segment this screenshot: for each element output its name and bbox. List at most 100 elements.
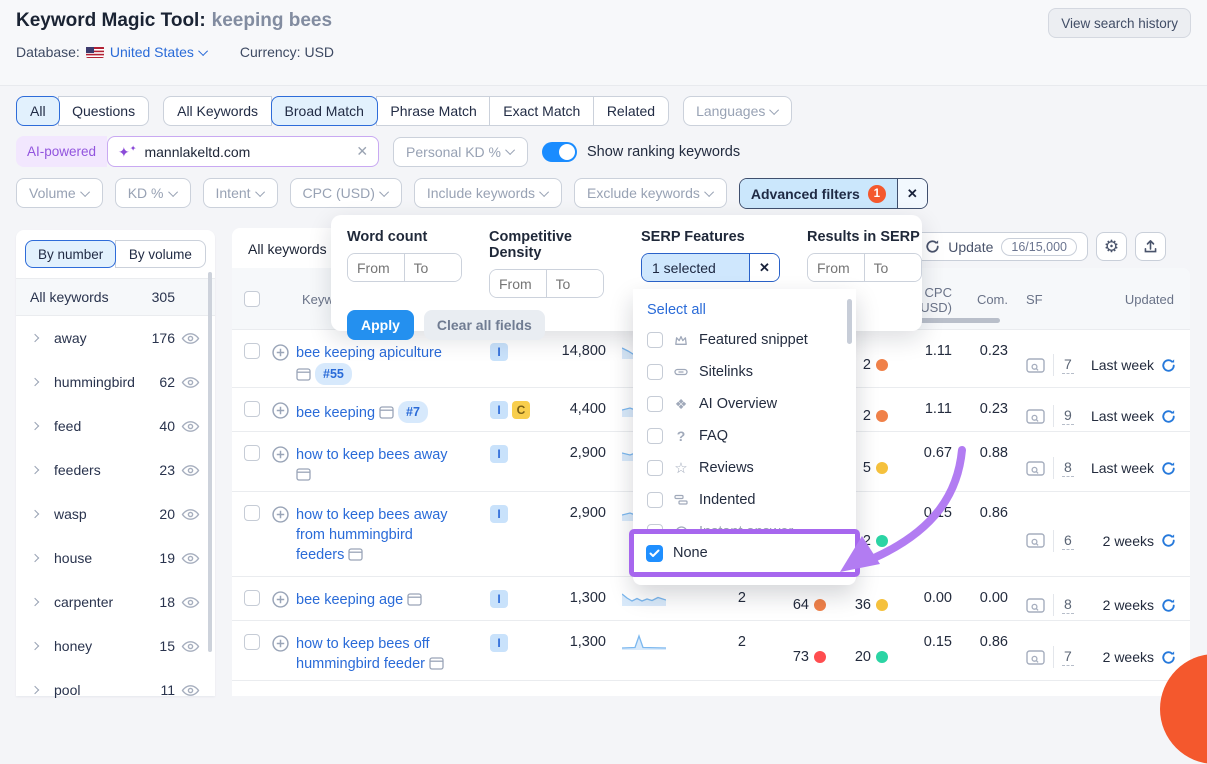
kd-filter[interactable]: KD % (115, 178, 191, 208)
sf-count[interactable]: 6 (1062, 532, 1074, 550)
group-item-feeders[interactable]: feeders23 (16, 448, 215, 492)
serp-preview-icon[interactable] (1026, 409, 1045, 424)
serp-feature-option[interactable]: Sitelinks (633, 356, 856, 388)
keyword-link[interactable]: how to keep bees off hummingbird feeder (296, 636, 430, 672)
serp-feature-option[interactable]: Featured snippet (633, 324, 856, 356)
eye-icon[interactable] (181, 552, 200, 565)
row-checkbox[interactable] (244, 505, 260, 521)
keyword-link[interactable]: bee keeping apiculture (296, 345, 442, 361)
advanced-filters-button[interactable]: Advanced filters 1 (740, 179, 897, 208)
select-all-checkbox[interactable] (244, 291, 260, 307)
tab-questions[interactable]: Questions (58, 96, 149, 126)
sf-count[interactable]: 7 (1062, 648, 1074, 666)
add-keyword-icon[interactable] (272, 506, 289, 523)
table-tab-all-keywords[interactable]: All keywords (232, 228, 344, 269)
sort-by-volume-tab[interactable]: By volume (115, 240, 206, 268)
serp-feature-option[interactable]: Indented (633, 484, 856, 516)
option-checkbox[interactable] (647, 396, 663, 412)
serp-snapshot-icon[interactable] (429, 657, 444, 670)
dropdown-scrollbar[interactable] (847, 299, 852, 344)
volume-filter[interactable]: Volume (16, 178, 103, 208)
refresh-icon[interactable] (1161, 409, 1176, 424)
group-item-hummingbird[interactable]: hummingbird62 (16, 360, 215, 404)
cd-to-input[interactable] (547, 270, 604, 297)
clear-all-fields-button[interactable]: Clear all fields (424, 310, 545, 340)
none-option-highlighted[interactable]: None (629, 529, 860, 577)
word-count-from-input[interactable] (348, 254, 405, 281)
serp-snapshot-icon[interactable] (296, 368, 311, 381)
group-item-away[interactable]: away176 (16, 316, 215, 360)
select-all-link[interactable]: Select all (633, 295, 856, 324)
refresh-icon[interactable] (1161, 461, 1176, 476)
row-checkbox[interactable] (244, 590, 260, 606)
option-checkbox[interactable] (647, 492, 663, 508)
row-checkbox[interactable] (244, 634, 260, 650)
tab-broad-match[interactable]: Broad Match (271, 96, 378, 126)
group-item-honey[interactable]: honey15 (16, 624, 215, 668)
add-keyword-icon[interactable] (272, 446, 289, 463)
personal-kd-dropdown[interactable]: Personal KD % (393, 137, 528, 167)
add-keyword-icon[interactable] (272, 635, 289, 652)
eye-icon[interactable] (181, 332, 200, 345)
serp-snapshot-icon[interactable] (348, 548, 363, 561)
update-button[interactable]: Update 16/15,000 (914, 232, 1088, 261)
serp-snapshot-icon[interactable] (379, 406, 394, 419)
option-checkbox[interactable] (647, 364, 663, 380)
eye-icon[interactable] (181, 420, 200, 433)
cpc-filter[interactable]: CPC (USD) (290, 178, 402, 208)
eye-icon[interactable] (181, 596, 200, 609)
eye-icon[interactable] (181, 508, 200, 521)
serp-preview-icon[interactable] (1026, 533, 1045, 548)
sf-count[interactable]: 8 (1062, 596, 1074, 614)
domain-input[interactable] (144, 144, 348, 160)
serp-features-select[interactable]: 1 selected ✕ (641, 253, 780, 282)
results-to-input[interactable] (865, 254, 922, 281)
all-keywords-group[interactable]: All keywords305 (16, 278, 215, 316)
clear-advanced-filters-icon[interactable]: ✕ (897, 179, 927, 208)
results-from-input[interactable] (808, 254, 865, 281)
col-com[interactable]: Com. (952, 290, 1008, 307)
keyword-link[interactable]: how to keep bees away (296, 447, 448, 463)
include-keywords-filter[interactable]: Include keywords (414, 178, 562, 208)
refresh-icon[interactable] (1161, 650, 1176, 665)
group-item-pool[interactable]: pool11 (16, 668, 215, 712)
keyword-link[interactable]: bee keeping age (296, 592, 403, 608)
exclude-keywords-filter[interactable]: Exclude keywords (574, 178, 727, 208)
option-checkbox[interactable] (647, 428, 663, 444)
group-item-carpenter[interactable]: carpenter18 (16, 580, 215, 624)
serp-preview-icon[interactable] (1026, 650, 1045, 665)
serp-snapshot-icon[interactable] (296, 468, 311, 481)
sidebar-scrollbar[interactable] (208, 272, 212, 652)
word-count-to-input[interactable] (405, 254, 462, 281)
row-checkbox[interactable] (244, 343, 260, 359)
col-updated[interactable]: Updated (1078, 290, 1188, 307)
tab-all[interactable]: All (16, 96, 60, 126)
sf-count[interactable]: 7 (1062, 356, 1074, 374)
eye-icon[interactable] (181, 640, 200, 653)
export-button[interactable] (1135, 232, 1166, 261)
serp-feature-option[interactable]: ☆Reviews (633, 452, 856, 484)
cd-from-input[interactable] (490, 270, 547, 297)
refresh-icon[interactable] (1161, 598, 1176, 613)
clear-serp-features-icon[interactable]: ✕ (749, 254, 779, 281)
sf-count[interactable]: 9 (1062, 407, 1074, 425)
option-checkbox[interactable] (647, 460, 663, 476)
serp-feature-option[interactable]: ❖AI Overview (633, 388, 856, 420)
serp-feature-option[interactable]: ?FAQ (633, 420, 856, 452)
col-sf[interactable]: SF (1008, 290, 1078, 307)
serp-preview-icon[interactable] (1026, 358, 1045, 373)
option-checkbox[interactable] (647, 332, 663, 348)
group-item-house[interactable]: house19 (16, 536, 215, 580)
sort-by-number-tab[interactable]: By number (25, 240, 116, 268)
tab-phrase-match[interactable]: Phrase Match (376, 96, 490, 126)
tab-exact-match[interactable]: Exact Match (489, 96, 594, 126)
add-keyword-icon[interactable] (272, 402, 289, 419)
add-keyword-icon[interactable] (272, 344, 289, 361)
none-checkbox-checked[interactable] (646, 545, 663, 562)
view-search-history-button[interactable]: View search history (1048, 8, 1191, 38)
row-checkbox[interactable] (244, 445, 260, 461)
refresh-icon[interactable] (1161, 533, 1176, 548)
add-keyword-icon[interactable] (272, 591, 289, 608)
group-item-wasp[interactable]: wasp20 (16, 492, 215, 536)
row-checkbox[interactable] (244, 401, 260, 417)
